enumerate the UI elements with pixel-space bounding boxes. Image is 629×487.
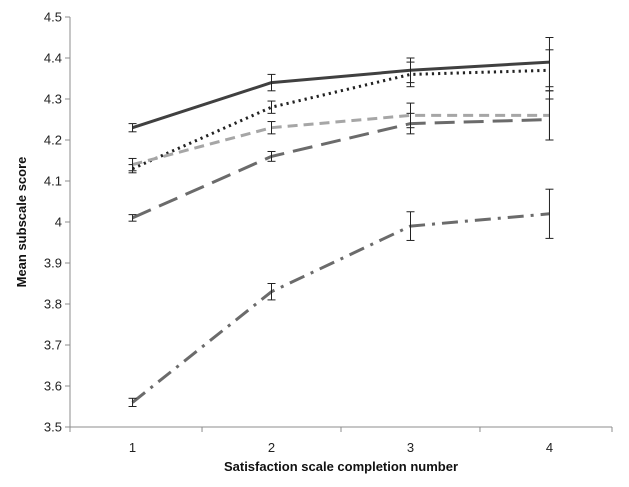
y-tick-label: 4.1 <box>44 174 62 189</box>
series-line <box>131 212 550 404</box>
series-layer <box>128 37 554 407</box>
error-bar <box>267 121 276 135</box>
series-5 <box>128 188 554 407</box>
x-tick-label: 4 <box>546 440 553 455</box>
y-axis-title: Mean subscale score <box>14 157 29 288</box>
series-line <box>132 60 550 130</box>
error-bar <box>267 150 276 162</box>
error-bar <box>267 100 276 114</box>
y-tick-label: 3.5 <box>44 420 62 435</box>
axes: 3.5 3.6 3.7 3.8 3.9 4 4.1 4.2 4.3 4.4 4.5 1 2 3 4 <box>44 10 613 455</box>
x-axis-title: Satisfaction scale completion number <box>224 459 458 474</box>
x-tick-label: 3 <box>407 440 414 455</box>
error-bar <box>406 211 415 241</box>
y-tick-label: 3.8 <box>44 297 62 312</box>
series-line <box>132 113 550 167</box>
series-2 <box>128 49 554 174</box>
error-bar <box>545 188 554 239</box>
y-tick-label: 4.2 <box>44 133 62 148</box>
y-tick-label: 4.4 <box>44 51 62 66</box>
error-bar <box>545 98 554 141</box>
error-bar <box>128 214 137 222</box>
error-bar <box>128 123 137 133</box>
series-4 <box>128 98 554 222</box>
y-tick-label: 3.6 <box>44 379 62 394</box>
x-tick-label: 1 <box>129 440 136 455</box>
series-3 <box>128 90 554 172</box>
error-bar <box>406 61 415 88</box>
error-bar <box>267 283 276 301</box>
y-tick-label: 3.7 <box>44 338 62 353</box>
x-tick-label: 2 <box>268 440 275 455</box>
error-bar <box>406 112 415 135</box>
y-tick-label: 4.5 <box>44 10 62 25</box>
error-bar <box>128 157 137 172</box>
series-line <box>131 68 550 171</box>
y-tick-label: 4.3 <box>44 92 62 107</box>
error-bar <box>267 73 276 92</box>
series-line <box>131 118 550 220</box>
error-bar <box>128 397 137 407</box>
error-bar <box>545 49 554 92</box>
y-tick-label: 3.9 <box>44 256 62 271</box>
y-tick-label: 4 <box>55 215 62 230</box>
series-1 <box>128 37 554 133</box>
